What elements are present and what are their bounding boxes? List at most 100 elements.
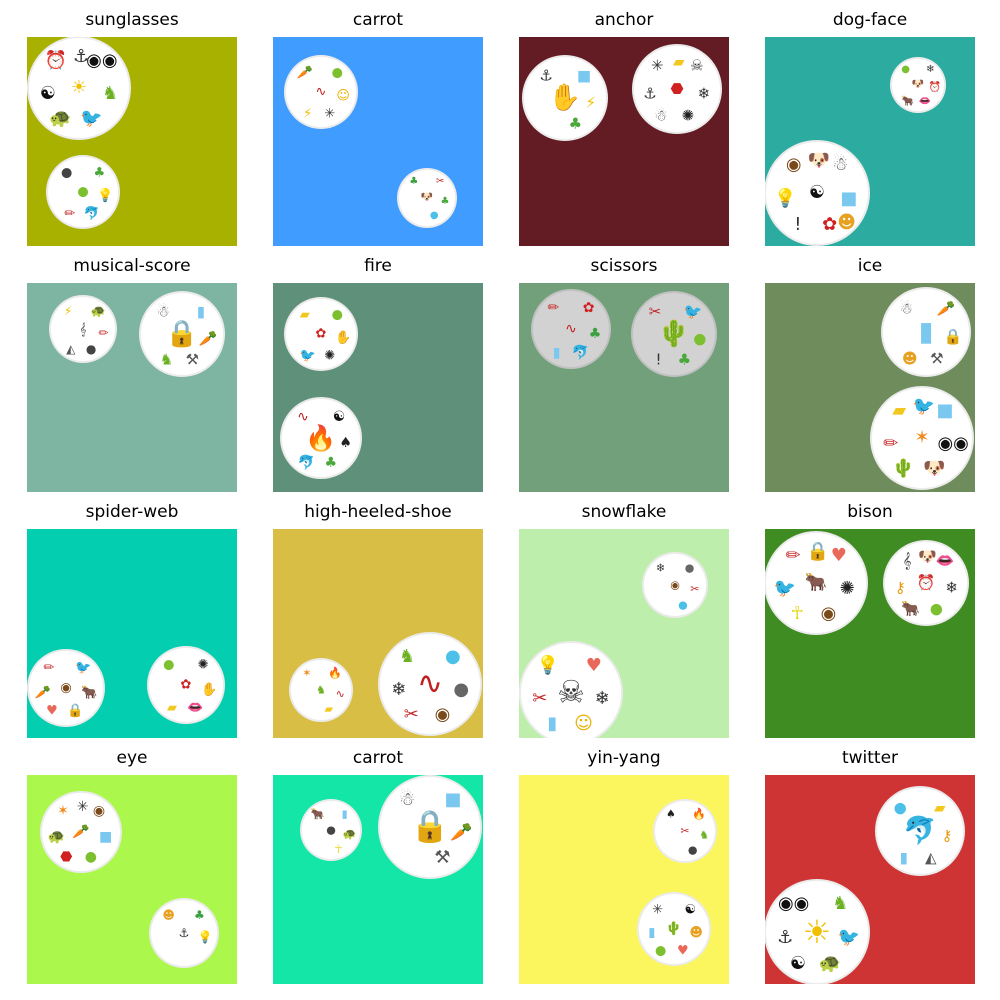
dog-icon: 🐶 xyxy=(807,150,831,172)
dog-icon: 🐶 xyxy=(911,79,925,90)
ghost-icon: ☻ xyxy=(162,907,175,922)
scissors-icon: ✂ xyxy=(690,582,700,596)
symbol-card: 𝄞 ⚡ 🐢 ✏ ● ◭ xyxy=(49,295,117,363)
hammer-icon: ⚒ xyxy=(434,847,451,869)
exclam-icon: ! xyxy=(794,213,802,235)
igloo-icon: ◭ xyxy=(925,848,937,867)
panel-cell: snowflake ◉ ❄ ● ✂ ● ☠ 💡 ♥ ❄ ☺ ▮ ✂ xyxy=(519,492,729,738)
turtle-icon: 🐢 xyxy=(47,828,66,845)
panel-image: ∿ 🥕 ● ☺ ✳ ⚡ 🐶 ♣ ✂ ♣ ● xyxy=(273,37,483,246)
lock-icon: 🔒 xyxy=(67,703,84,719)
ice-icon: ■ xyxy=(444,788,462,810)
bottle-icon: ▮ xyxy=(196,302,206,321)
turtle-icon: 🐢 xyxy=(342,827,357,841)
panel-cell: spider-web ◉ ✏ 🐦 🐂 🔒 ♥ 🥕 ✿ ● ✺ ✋ 👄 ▰ xyxy=(27,492,237,738)
panel-cell: carrot ● 🐂 ▮ 🐢 ☥ 🔒 ☃ ■ 🥕 ⚒ xyxy=(273,738,483,984)
bottle-icon: ▮ xyxy=(899,848,908,867)
snowflake-icon: ❄ xyxy=(697,84,711,103)
snowflake-icon: ❄ xyxy=(945,578,959,597)
pencil-icon: ✏ xyxy=(98,326,109,341)
bottle-icon: ▮ xyxy=(341,807,348,821)
snowman-icon: ☃ xyxy=(899,299,913,318)
bottle-icon: ▮ xyxy=(552,345,561,361)
ice-icon: ■ xyxy=(936,399,954,421)
lightning-icon: ⚡ xyxy=(585,93,597,112)
panel-image: ♞ ✶ 🔥 ∿ ▰ ∿ ♞ ● ● ◉ ✂ ❄ xyxy=(273,529,483,738)
panel-image: ☀ ⏰ ◉◉ ♞ 🐦 🐢 ☯ ⚓ ● ● ♣ 💡 🐬 ✏ xyxy=(27,37,237,246)
pencil-icon: ✏ xyxy=(43,660,55,676)
yinyang-icon: ☯ xyxy=(808,182,826,203)
ghost-icon: ☻ xyxy=(689,925,703,941)
panel-title: scissors xyxy=(590,256,658,276)
symbol-card: 🐂 ✏ ♥ ✺ ◉ ☥ 🐦 🔒 xyxy=(765,531,868,635)
spiderweb-icon: ✺ xyxy=(197,657,209,673)
carrot-icon: 🥕 xyxy=(296,65,313,81)
sunglasses-icon: ◉◉ xyxy=(777,893,810,915)
snowflake-icon: ❄ xyxy=(926,64,935,76)
fire-icon: 🔥 xyxy=(305,423,337,453)
eye-icon: ◉ xyxy=(92,802,106,819)
scissors-icon: ✂ xyxy=(532,688,548,710)
leaf-icon: ♣ xyxy=(93,165,106,181)
panel-title: spider-web xyxy=(85,502,179,522)
exclam-icon: ! xyxy=(655,350,662,369)
turtle-icon: 🐢 xyxy=(90,304,106,319)
leaf-icon: ♣ xyxy=(677,350,692,369)
clover-icon: ♣ xyxy=(588,325,602,342)
leaf-icon: ♣ xyxy=(568,114,583,133)
maple-icon: ✶ xyxy=(57,802,69,819)
sun-icon: ☀ xyxy=(70,77,88,98)
spider-icon: ✳ xyxy=(76,799,89,816)
panel-cell: fire ✿ ▰ ● ✋ ✺ 🐦 🔥 ∿ ☯ ♠ ♣ 🐬 xyxy=(273,246,483,492)
symbol-card: ◉ ❄ ● ✂ ● xyxy=(642,552,708,618)
scissors-icon: ✂ xyxy=(403,704,419,726)
panel-cell: bison 🐂 ✏ ♥ ✺ ◉ ☥ 🐦 🔒 ⏰ 𝄞 👄 ❄ ● 🐂 ⚷ 🐶 xyxy=(765,492,975,738)
apple-icon: ● xyxy=(331,307,343,323)
leaf-icon: ♣ xyxy=(440,195,450,207)
fire-icon: 🔥 xyxy=(692,807,706,821)
lock-icon: 🔒 xyxy=(165,319,199,349)
panel-title: eye xyxy=(116,748,148,768)
worm-icon: ∿ xyxy=(315,84,327,100)
drop-icon: ● xyxy=(893,798,907,817)
symbol-card: 🔥 ∿ ☯ ♠ ♣ 🐬 xyxy=(280,397,362,479)
spider-icon: ✳ xyxy=(650,56,664,75)
pencil-icon: ✏ xyxy=(547,300,560,317)
figure-icon: ☥ xyxy=(334,842,343,856)
bulb-icon: 💡 xyxy=(97,188,114,204)
panel-image: ✂ ♠ 🔥 ♞ ● 🌵 ✳ ☯ ☻ ♥ ● ▮ xyxy=(519,775,729,984)
bomb-icon: ● xyxy=(85,342,97,357)
panel-image: ✋ ⚓ ■ ⚡ ♣ ⬣ ✳ ☠ ❄ ✺ ☃ ⚓ ▰ xyxy=(519,37,729,246)
sunglasses-icon: ◉◉ xyxy=(937,433,969,455)
cat-icon: ♠ xyxy=(665,807,676,821)
symbol-card: 🔒 ☃ ■ 🥕 ⚒ xyxy=(378,775,482,879)
apple-icon: ● xyxy=(655,943,667,959)
key-icon: ⚷ xyxy=(941,826,953,845)
dino-icon: ♞ xyxy=(399,645,416,667)
panel-title: dog-face xyxy=(832,10,908,30)
cheese-icon: ▰ xyxy=(166,700,177,716)
panel-image: 𝄞 ⚡ 🐢 ✏ ● ◭ 🔒 ☃ ▮ 🥕 ⚒ ♞ xyxy=(27,283,237,492)
dog-icon: 🐶 xyxy=(420,192,434,203)
dino-icon: ♞ xyxy=(159,350,174,369)
symbol-card: ✋ ⚓ ■ ⚡ ♣ xyxy=(522,55,608,141)
apple-icon: ● xyxy=(163,657,175,673)
anchor-icon: ⚓ xyxy=(73,45,90,67)
panel-title: carrot xyxy=(352,748,404,768)
panel-image: 🐬 ● ▰ ⚷ ◭ ▮ ☀ ◉◉ ♞ 🐦 🐢 ☯ ⚓ xyxy=(765,775,975,984)
anchor-icon: ⚓ xyxy=(643,84,657,103)
cheese-icon: ▰ xyxy=(324,702,333,716)
panel-title: yin-yang xyxy=(587,748,661,768)
symbol-card: ● ● ♣ 💡 🐬 ✏ xyxy=(46,155,120,229)
lips-icon: 👄 xyxy=(918,95,931,107)
apple-icon: ● xyxy=(901,64,911,76)
panel-cell: high-heeled-shoe ♞ ✶ 🔥 ∿ ▰ ∿ ♞ ● ● ◉ ✂ ❄ xyxy=(273,492,483,738)
panel-title: musical-score xyxy=(73,256,191,276)
bison-icon: 🐂 xyxy=(81,685,98,701)
panel-cell: ice ▮ ☃ 🥕 🔒 ⚒ ☻ ✶ ▰ ■ ◉◉ 🐶 🌵 ✏ 🐦 xyxy=(765,246,975,492)
anchor-icon: ⚓ xyxy=(178,926,190,940)
worm-icon: ∿ xyxy=(335,687,345,701)
clover-icon: ♣ xyxy=(409,176,419,188)
anchor-icon: ⚓ xyxy=(539,66,553,85)
eye-icon: ◉ xyxy=(60,680,72,696)
